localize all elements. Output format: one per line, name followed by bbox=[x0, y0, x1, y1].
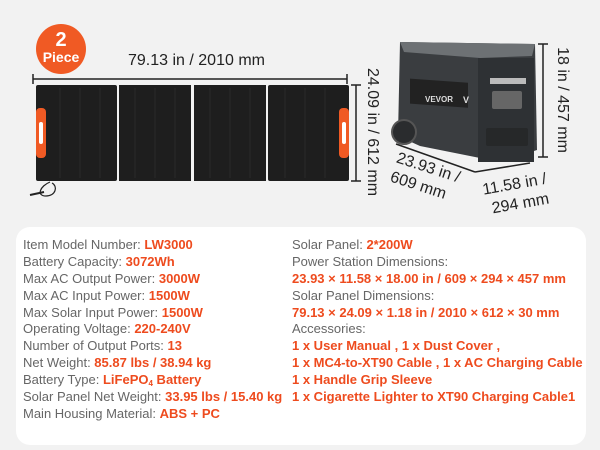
panel-height-dimension-line bbox=[351, 84, 361, 182]
badge-label: Piece bbox=[42, 49, 80, 65]
accessory-item: 1 x Cigarette Lighter to XT90 Charging C… bbox=[292, 389, 576, 405]
product-illustration: VEVOR V bbox=[29, 42, 548, 197]
spec-value: 79.13 × 24.09 × 1.18 in / 2010 × 612 × 3… bbox=[292, 304, 560, 320]
spec-row: Battery Type: LiFePO4 Battery bbox=[23, 372, 202, 389]
accessory-item: 1 x User Manual , 1 x Dust Cover , bbox=[292, 338, 501, 354]
spec-row: Solar Panel: 2*200W bbox=[292, 237, 413, 252]
spec-label: Solar Panel Dimensions: bbox=[292, 287, 435, 303]
spec-row: Main Housing Material: ABS + PC bbox=[23, 405, 220, 421]
spec-value: 23.93 × 11.58 × 18.00 in / 609 × 294 × 4… bbox=[292, 270, 566, 286]
solar-panel-image bbox=[29, 85, 349, 197]
spec-row: Battery Capacity: 3072Wh bbox=[23, 253, 175, 269]
spec-list-right: Solar Panel: 2*200W Power Station Dimens… bbox=[292, 237, 583, 406]
spec-card: Item Model Number: LW3000 Battery Capaci… bbox=[16, 227, 586, 445]
spec-row: Solar Panel Net Weight: 33.95 lbs / 15.4… bbox=[23, 389, 283, 405]
svg-text:V: V bbox=[463, 95, 469, 105]
badge-number: 2 bbox=[55, 29, 67, 51]
station-dimension-lines bbox=[395, 43, 548, 173]
station-height-label: 18 in / 457 mm bbox=[554, 47, 571, 153]
spec-label: Accessories: bbox=[292, 321, 366, 337]
spec-row: Item Model Number: LW3000 bbox=[23, 237, 193, 252]
panel-width-dimension-line bbox=[32, 74, 348, 84]
brand-logo: VEVOR bbox=[425, 95, 453, 104]
spec-row: Operating Voltage: 220-240V bbox=[23, 321, 191, 337]
spec-list-left: Item Model Number: LW3000 Battery Capaci… bbox=[23, 237, 282, 423]
spec-row: Max AC Output Power: 3000W bbox=[23, 270, 201, 286]
spec-label: Power Station Dimensions: bbox=[292, 253, 449, 269]
two-piece-badge: 2 Piece bbox=[36, 24, 86, 74]
spec-row: Max Solar Input Power: 1500W bbox=[23, 304, 203, 320]
spec-row: Number of Output Ports: 13 bbox=[23, 338, 182, 354]
panel-width-label: 79.13 in / 2010 mm bbox=[128, 52, 265, 69]
spec-row: Net Weight: 85.87 lbs / 38.94 kg bbox=[23, 355, 212, 371]
spec-row: Max AC Input Power: 1500W bbox=[23, 287, 190, 303]
accessory-item: 1 x Handle Grip Sleeve bbox=[292, 372, 433, 388]
power-station-image: VEVOR V bbox=[391, 42, 537, 162]
accessory-item: 1 x MC4-to-XT90 Cable , 1 x AC Charging … bbox=[292, 355, 583, 371]
